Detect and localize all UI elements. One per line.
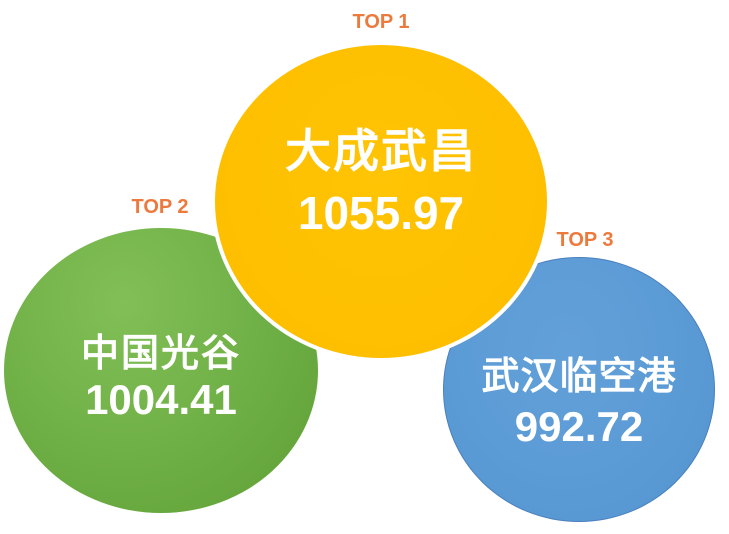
bubble-top1-name: 大成武昌 xyxy=(285,125,477,177)
bubble-top1 xyxy=(211,41,551,362)
bubble-top2-text: 中国光谷 1004.41 xyxy=(4,331,318,423)
rank-label-top3: TOP 3 xyxy=(556,229,614,251)
bubble-top2-value: 1004.41 xyxy=(85,376,237,423)
bubble-top3-value: 992.72 xyxy=(514,403,644,450)
rank-label-top2: TOP 2 xyxy=(131,196,189,218)
rank-label-top1: TOP 1 xyxy=(352,11,410,33)
bubble-top3-text: 武汉临空港 992.72 xyxy=(443,352,715,452)
bubble-top1-value: 1055.97 xyxy=(297,187,465,239)
bubble-top2-name: 中国光谷 xyxy=(80,333,241,375)
bubble-top3-name: 武汉临空港 xyxy=(481,356,677,398)
bubble-top1-text: 大成武昌 1055.97 xyxy=(215,120,547,244)
